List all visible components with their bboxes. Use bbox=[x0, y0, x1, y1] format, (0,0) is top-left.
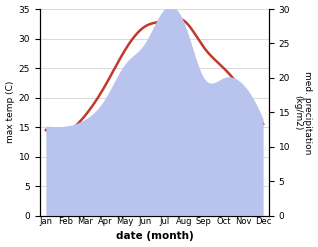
Y-axis label: max temp (C): max temp (C) bbox=[5, 81, 15, 144]
Y-axis label: med. precipitation
(kg/m2): med. precipitation (kg/m2) bbox=[293, 71, 313, 154]
X-axis label: date (month): date (month) bbox=[116, 231, 193, 242]
